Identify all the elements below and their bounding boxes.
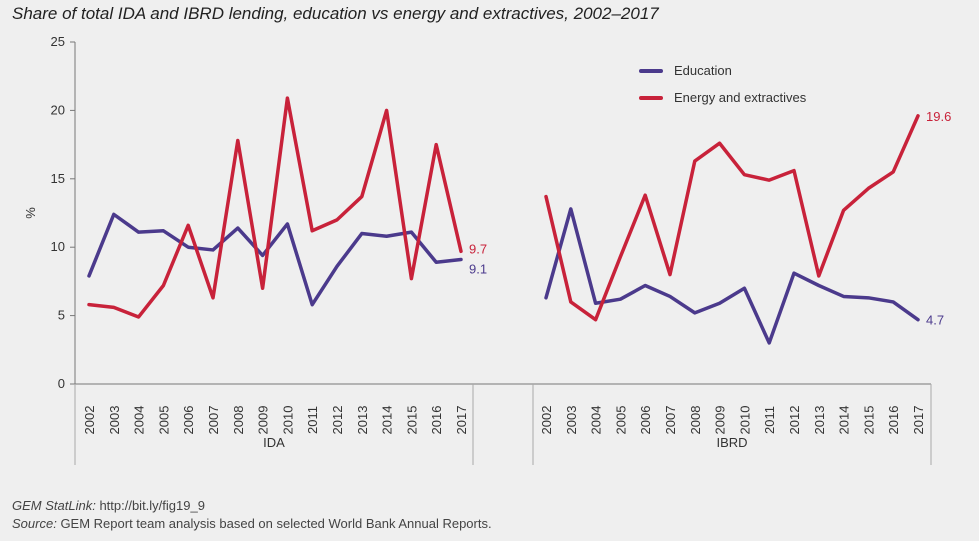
- x-tick-label: 2006: [181, 406, 196, 435]
- x-tick-label: 2011: [762, 406, 777, 434]
- x-tick-label: 2017: [911, 406, 926, 435]
- series-line-education-ibrd: [544, 207, 920, 345]
- x-tick-label: 2005: [156, 406, 171, 435]
- x-tick-label: 2004: [589, 406, 604, 435]
- statlink-line: GEM StatLink: http://bit.ly/fig19_9: [12, 497, 492, 515]
- end-value-label: 4.7: [926, 313, 944, 328]
- y-axis-title: %: [23, 207, 38, 219]
- end-value-label: 19.6: [926, 109, 951, 124]
- x-tick-label: 2017: [454, 406, 469, 435]
- panel-label-ida: IDA: [263, 435, 285, 450]
- statlink-url[interactable]: http://bit.ly/fig19_9: [99, 498, 205, 513]
- x-tick-label: 2014: [380, 406, 395, 435]
- x-tick-label: 2012: [330, 406, 345, 435]
- y-tick-label: 10: [51, 239, 65, 254]
- x-tick-label: 2006: [638, 406, 653, 435]
- x-tick-label: 2014: [837, 406, 852, 435]
- x-tick-label: 2013: [812, 406, 827, 435]
- x-tick-label: 2003: [107, 406, 122, 435]
- end-value-label: 9.7: [469, 241, 487, 256]
- source-label: Source:: [12, 516, 57, 531]
- source-line: Source: GEM Report team analysis based o…: [12, 515, 492, 533]
- x-tick-label: 2007: [663, 406, 678, 435]
- x-tick-label: 2015: [404, 406, 419, 435]
- x-tick-label: 2002: [539, 406, 554, 435]
- chart-footer: GEM StatLink: http://bit.ly/fig19_9 Sour…: [12, 497, 492, 533]
- x-tick-label: 2005: [613, 406, 628, 435]
- x-tick-label: 2013: [355, 406, 370, 435]
- x-tick-label: 2002: [82, 406, 97, 435]
- x-tick-label: 2016: [886, 406, 901, 435]
- legend-label-energy: Energy and extractives: [674, 90, 807, 105]
- chart-title: Share of total IDA and IBRD lending, edu…: [12, 4, 659, 23]
- x-tick-label: 2010: [280, 406, 295, 435]
- legend-label-education: Education: [674, 63, 732, 78]
- y-tick-label: 5: [58, 308, 65, 323]
- x-tick-label: 2004: [132, 406, 147, 435]
- panel-label-ibrd: IBRD: [716, 435, 747, 450]
- line-chart: 0 5 10 15 20 25% 2002 2003 2004 2005 2006 2007 2008 2…: [23, 34, 951, 465]
- series-line-energy-ida: [87, 96, 463, 319]
- end-value-label: 9.1: [469, 262, 487, 277]
- series-line-energy-ibrd: [544, 114, 920, 322]
- y-tick-label: 20: [51, 102, 65, 117]
- x-tick-label: 2012: [787, 406, 802, 435]
- y-tick-label: 15: [51, 171, 65, 186]
- x-tick-label: 2007: [206, 406, 221, 435]
- x-tick-label: 2015: [861, 406, 876, 435]
- x-tick-label: 2011: [305, 406, 320, 434]
- series-line-education-ida: [87, 212, 463, 307]
- x-tick-label: 2008: [231, 406, 246, 435]
- x-tick-label: 2003: [564, 406, 579, 435]
- y-tick-label: 25: [51, 34, 65, 49]
- y-tick-label: 0: [58, 376, 65, 391]
- x-tick-label: 2016: [429, 406, 444, 435]
- source-text: GEM Report team analysis based on select…: [60, 516, 492, 531]
- x-tick-label: 2009: [713, 406, 728, 435]
- x-tick-label: 2008: [688, 406, 703, 435]
- statlink-label: GEM StatLink:: [12, 498, 96, 513]
- x-tick-label: 2009: [256, 406, 271, 435]
- x-tick-label: 2010: [737, 406, 752, 435]
